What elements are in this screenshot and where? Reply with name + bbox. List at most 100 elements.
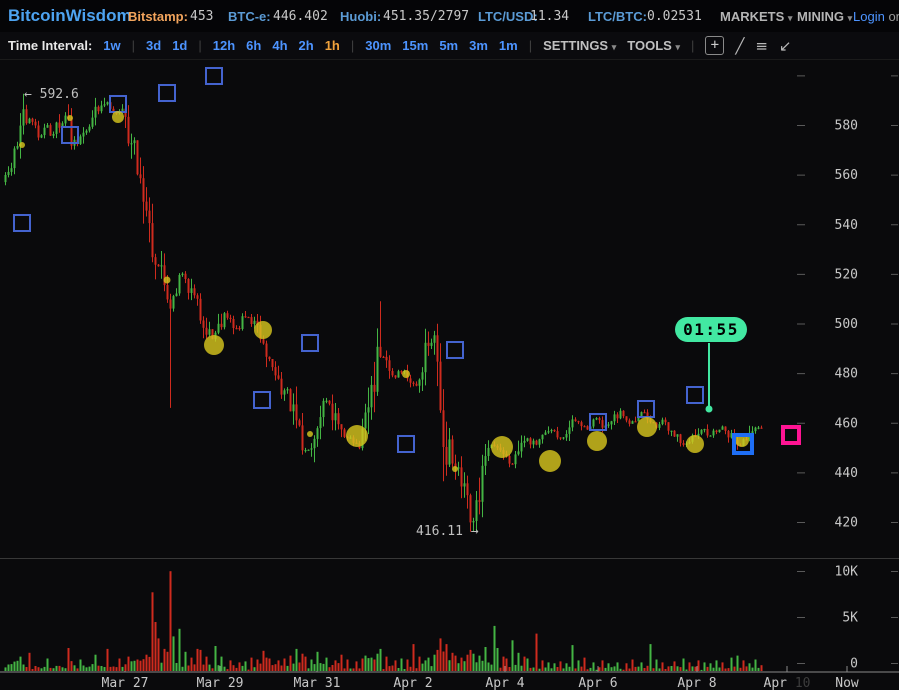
signal-square <box>301 334 319 352</box>
time-axis-label: Now <box>835 676 859 690</box>
trendline-tool-icon[interactable]: ╱ <box>735 36 745 55</box>
crosshair-tool-icon[interactable]: + <box>705 36 725 55</box>
mining-menu[interactable]: MINING ▾ <box>797 9 853 24</box>
price-axis-label: 460 <box>835 416 858 431</box>
signal-circle <box>346 425 368 447</box>
chevron-down-icon: ▾ <box>787 13 793 23</box>
signal-circle <box>67 115 73 121</box>
signal-square <box>589 413 607 431</box>
time-interval-label: Time Interval: <box>8 38 93 53</box>
time-axis-label: Mar 27 <box>102 676 149 690</box>
interval-1h[interactable]: 1h <box>324 38 340 53</box>
price-axis-label: 560 <box>835 168 858 183</box>
signal-square <box>205 67 223 85</box>
volume-bars <box>4 571 763 671</box>
signal-circle <box>452 466 458 472</box>
toolbar-separator: | <box>198 38 202 53</box>
interval-6h[interactable]: 6h <box>246 38 262 53</box>
ticker-bitstamp-value: 453 <box>190 9 214 24</box>
signal-circle <box>163 276 171 284</box>
interval-1m[interactable]: 1m <box>498 38 518 53</box>
volume-axis-label: 10K <box>835 565 859 580</box>
signal-circle <box>254 321 272 339</box>
time-axis-label: Apr 6 <box>578 676 617 690</box>
ticker-btce-value: 446.402 <box>273 9 328 24</box>
signal-circle <box>19 142 25 148</box>
ticker-huobi-label: Huobi: <box>340 9 382 24</box>
toolbar-separator: | <box>350 38 355 53</box>
ticker-huobi-value: 451.35/2797 <box>383 9 470 24</box>
signal-square <box>253 391 271 409</box>
signal-circle <box>491 436 513 458</box>
interval-12h[interactable]: 12h <box>212 38 236 53</box>
signal-circle <box>307 431 313 437</box>
peak-price-annotation: ← 592.6 <box>24 87 79 102</box>
signal-circle <box>112 111 124 123</box>
time-axis-label: Mar 29 <box>197 676 244 690</box>
signal-markers <box>13 67 801 472</box>
interval-3d[interactable]: 3d <box>146 38 162 53</box>
signal-square <box>158 84 176 102</box>
top-bar: BitcoinWisdom Bitstamp: 453 BTC-e: 446.4… <box>0 0 899 32</box>
ticker-btce-label: BTC-e: <box>228 9 271 24</box>
price-axis-label: 480 <box>835 367 858 382</box>
signal-circle <box>402 370 410 378</box>
interval-2h[interactable]: 2h <box>298 38 314 53</box>
trend-arrow-tool-icon[interactable]: ↙ <box>778 36 792 55</box>
horizontal-lines-tool-icon[interactable]: ≡ <box>755 36 768 55</box>
time-axis-label: Apr 2 <box>393 676 432 690</box>
signal-square <box>446 341 464 359</box>
highlighted-signal-square <box>732 433 754 455</box>
time-tooltip: 01:55 <box>675 317 747 342</box>
chevron-down-icon: ▾ <box>847 13 853 23</box>
signal-circle <box>637 417 657 437</box>
signal-square <box>637 400 655 418</box>
auth-or-text: or <box>888 9 899 24</box>
price-axis-label: 440 <box>835 466 858 481</box>
signal-circle <box>204 335 224 355</box>
tools-menu[interactable]: TOOLS ▾ <box>627 38 680 53</box>
interval-1d[interactable]: 1d <box>172 38 188 53</box>
toolbar-separator: | <box>690 38 695 53</box>
price-axis-label: 580 <box>835 119 858 134</box>
interval-1w[interactable]: 1w <box>103 38 121 53</box>
price-axis-label: 540 <box>835 218 858 233</box>
time-axis-label: Apr 4 <box>485 676 524 690</box>
signal-square <box>397 435 415 453</box>
ticker-ltcusd-label: LTC/USD: <box>478 9 538 24</box>
time-axis-label: Apr 10 <box>764 676 811 690</box>
price-axis-label: 420 <box>835 516 858 531</box>
signal-square <box>13 214 31 232</box>
toolbar-separator: | <box>131 38 136 53</box>
login-link[interactable]: Login <box>853 9 885 24</box>
settings-menu[interactable]: SETTINGS ▾ <box>543 38 617 53</box>
time-axis-label: Mar 31 <box>294 676 341 690</box>
price-chart[interactable]: 580 560 540 520 500 480 460 440 420 10K 5K 0 Mar 27 M… <box>0 60 899 690</box>
interval-3m[interactable]: 3m <box>469 38 488 53</box>
volume-axis-label: 0 <box>850 657 858 672</box>
signal-circle <box>686 435 704 453</box>
interval-buttons: 1w | 3d 1d | 12h 6h 4h 2h 1h | 30m 15m 5m 3m 1m <box>103 38 517 53</box>
app-logo[interactable]: BitcoinWisdom <box>8 6 132 25</box>
price-axis-label: 500 <box>835 317 858 332</box>
auth-links: Login or Register <box>853 9 899 24</box>
markets-menu[interactable]: MARKETS ▾ <box>720 9 793 24</box>
low-price-annotation: 416.11 → <box>416 524 479 539</box>
signal-square <box>61 126 79 144</box>
candles <box>4 93 763 532</box>
ticker-ltcusd-value: 11.34 <box>530 9 570 24</box>
interval-30m[interactable]: 30m <box>365 38 392 53</box>
signal-circle <box>539 450 561 472</box>
price-axis-label: 520 <box>835 267 858 282</box>
signal-square <box>109 95 127 113</box>
tooltip-pointer-dot <box>705 405 713 413</box>
interval-15m[interactable]: 15m <box>402 38 429 53</box>
interval-4h[interactable]: 4h <box>272 38 288 53</box>
toolbar-separator: | <box>528 38 533 53</box>
signal-circle <box>587 431 607 451</box>
chevron-down-icon: ▾ <box>675 42 680 52</box>
volume-axis-label: 5K <box>842 611 858 626</box>
interval-5m[interactable]: 5m <box>439 38 459 53</box>
alert-square <box>781 425 801 445</box>
